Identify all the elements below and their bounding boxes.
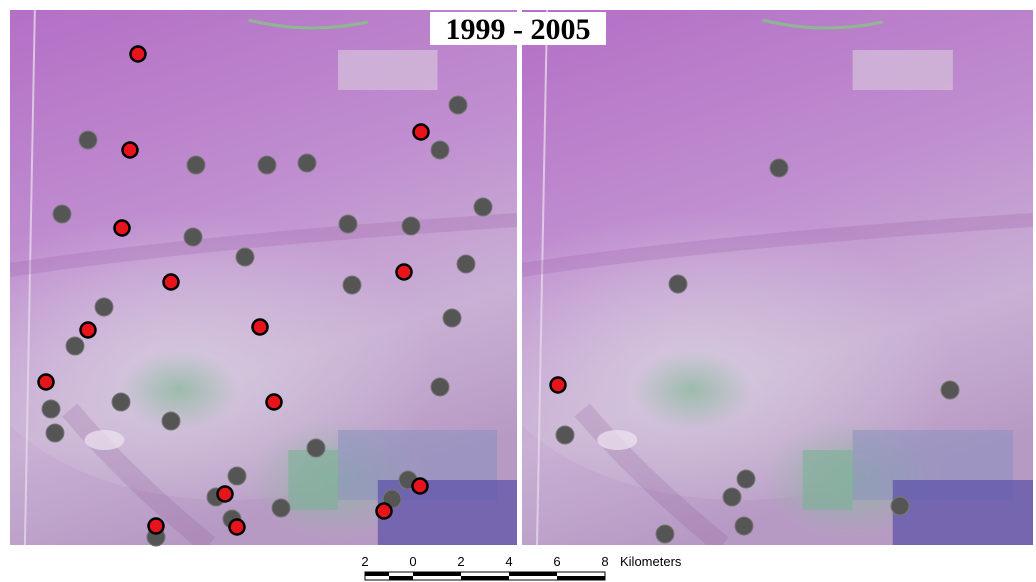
red-point [147, 517, 165, 535]
gray-point [655, 524, 675, 544]
gray-point [940, 380, 960, 400]
red-point [251, 318, 269, 336]
scale-unit: Kilometers [620, 554, 682, 569]
gray-point [448, 95, 468, 115]
gray-point [41, 399, 61, 419]
scale-label: 2 [457, 554, 464, 569]
scale-segment [413, 572, 461, 576]
gray-point [555, 425, 575, 445]
gray-point [456, 254, 476, 274]
satellite-image [482, 10, 1033, 545]
scale-bar: 2 0 2 4 6 8 Kilometers [361, 554, 682, 581]
scale-segment [389, 576, 413, 580]
red-point [121, 141, 139, 159]
gray-point [769, 158, 789, 178]
scale-label: 4 [505, 554, 512, 569]
red-point [228, 518, 246, 536]
sample-points [37, 45, 493, 547]
left-panel [0, 10, 517, 547]
gray-point [78, 130, 98, 150]
gray-point [65, 336, 85, 356]
gray-point [430, 377, 450, 397]
gray-point [45, 423, 65, 443]
satellite-image [0, 10, 517, 545]
gray-point [235, 247, 255, 267]
scale-label: 6 [553, 554, 560, 569]
scale-label: 2 [361, 554, 368, 569]
red-point [411, 477, 429, 495]
red-point [412, 123, 430, 141]
gray-point [668, 274, 688, 294]
gray-point [338, 214, 358, 234]
red-point [129, 45, 147, 63]
red-point [216, 485, 234, 503]
scale-segment [461, 576, 509, 580]
gray-point [736, 469, 756, 489]
gray-point [722, 487, 742, 507]
right-panel [482, 10, 1033, 545]
gray-point [401, 216, 421, 236]
gray-point [430, 140, 450, 160]
gray-point [186, 155, 206, 175]
gray-point [52, 204, 72, 224]
scale-segment [509, 572, 557, 576]
gray-point [306, 438, 326, 458]
gray-point [342, 275, 362, 295]
gray-point [297, 153, 317, 173]
red-point [549, 376, 567, 394]
title-box [430, 12, 606, 45]
red-point [113, 219, 131, 237]
gray-point [227, 466, 247, 486]
red-point [375, 502, 393, 520]
gray-point [890, 496, 910, 516]
gray-point [473, 197, 493, 217]
gray-point [257, 155, 277, 175]
gray-point [183, 227, 203, 247]
gray-point [111, 392, 131, 412]
scale-segment [365, 572, 389, 576]
red-point [395, 263, 413, 281]
gray-point [94, 297, 114, 317]
scale-segment [557, 576, 605, 580]
red-point [79, 321, 97, 339]
gray-point [161, 411, 181, 431]
red-point [162, 273, 180, 291]
red-point [265, 393, 283, 411]
gray-point [734, 516, 754, 536]
red-point [37, 373, 55, 391]
gray-point [442, 308, 462, 328]
sample-points [549, 158, 960, 544]
scale-label: 8 [601, 554, 608, 569]
gray-point [271, 498, 291, 518]
map-title: 1999 - 2005 [446, 13, 591, 46]
scale-label: 0 [409, 554, 416, 569]
